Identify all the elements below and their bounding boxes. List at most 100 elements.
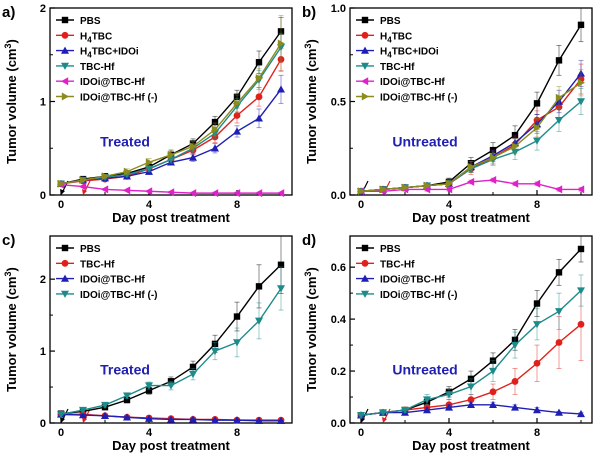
- legend-item: IDOi@TBC-Hf: [356, 274, 445, 286]
- data-point: [145, 382, 153, 390]
- plot-frame: [349, 235, 593, 424]
- data-point: [79, 406, 87, 415]
- data-point: [577, 21, 585, 29]
- legend-marker: [361, 16, 369, 24]
- y-axis-label: Tumor volume (cm3): [303, 39, 319, 164]
- data-point: [189, 415, 197, 423]
- legend-marker: [61, 31, 69, 39]
- legend-label-sub: 4: [387, 51, 392, 60]
- legend-label-main: TBC-Hf: [80, 259, 115, 270]
- panel-a: a) 0 1 2 0 4 8 Day post treatment Tumor volume (…: [2, 3, 293, 225]
- legend-label-main: IDOi@TBC-Hf: [80, 275, 145, 286]
- data-point: [489, 400, 497, 409]
- data-point: [101, 401, 109, 410]
- legend-label-main: TBC-Hf: [80, 62, 115, 73]
- data-point: [489, 367, 497, 376]
- data-point: [189, 370, 197, 379]
- legend-item: IDOi@TBC-Hf: [56, 274, 145, 286]
- legend-item: PBS: [356, 244, 401, 255]
- data-point: [255, 59, 263, 66]
- legend-label-main: H: [80, 47, 87, 58]
- y-tick-label: 1: [40, 97, 46, 109]
- data-point: [145, 414, 153, 422]
- legend-label: IDOi@TBC-Hf (-): [80, 93, 158, 104]
- plot-frame: [49, 235, 293, 424]
- legend-label: PBS: [380, 16, 401, 27]
- legend-marker: [361, 46, 369, 54]
- data-point: [101, 411, 109, 420]
- y-axis-label-close: ): [4, 267, 19, 271]
- data-point: [577, 409, 585, 418]
- data-point: [277, 189, 285, 198]
- legend: PBS TBC-Hf IDOi@TBC-Hf IDOi@TBC-Hf (-): [356, 244, 458, 301]
- legend-label-rest: TBC+IDOi: [392, 47, 439, 58]
- data-point: [401, 183, 409, 192]
- legend-label-sub: 4: [87, 51, 92, 60]
- series-tbc-hf: [357, 287, 585, 419]
- legend-item: IDOi@TBC-Hf (-): [56, 92, 158, 104]
- legend-label-main: IDOi@TBC-Hf: [380, 275, 445, 286]
- legend-item: IDOi@TBC-Hf: [356, 77, 445, 88]
- data-point: [255, 114, 263, 122]
- x-axis-label: Day post treatment: [112, 438, 230, 453]
- data-point: [123, 413, 131, 421]
- legend-label: TBC-Hf: [80, 62, 115, 73]
- data-point: [255, 283, 263, 290]
- y-tick-label: 2: [40, 274, 46, 286]
- legend-marker: [361, 92, 369, 101]
- legend-label-main: IDOi@TBC-Hf (-): [80, 93, 158, 104]
- data-point: [445, 179, 453, 188]
- data-point: [511, 403, 519, 411]
- data-point: [79, 182, 87, 191]
- x-tick-label: 4: [146, 199, 153, 211]
- data-point: [555, 93, 563, 102]
- y-tick-label: 0.6: [331, 262, 346, 274]
- x-tick-label: 4: [446, 199, 453, 211]
- x-tick-label: 4: [146, 427, 153, 439]
- data-point: [423, 181, 431, 190]
- series-idoi-tbc-hf-: [57, 15, 285, 188]
- data-point: [555, 308, 563, 316]
- data-point: [167, 188, 175, 197]
- data-point: [255, 416, 263, 425]
- legend-item: IDOi@TBC-Hf (-): [356, 290, 458, 301]
- legend-marker: [361, 290, 369, 298]
- data-point: [189, 189, 197, 198]
- data-point: [211, 189, 219, 198]
- legend-label: TBC-Hf: [380, 62, 415, 73]
- data-point: [379, 409, 387, 417]
- condition-annotation: Treated: [100, 133, 150, 149]
- data-point: [189, 363, 197, 371]
- x-tick-label: 4: [446, 427, 453, 439]
- panel-d: d) 0.0 0.2 0.4 0.6 0 4 8 Day post treatment Tumor…: [302, 232, 593, 453]
- legend-label: PBS: [380, 244, 401, 255]
- data-point: [555, 269, 563, 276]
- data-point: [145, 165, 153, 173]
- data-point: [445, 391, 453, 399]
- data-point: [533, 359, 541, 367]
- legend-label: PBS: [80, 16, 101, 27]
- legend-label: IDOi@TBC-Hf: [80, 275, 145, 286]
- series-line: [60, 88, 282, 185]
- data-point: [445, 403, 453, 411]
- data-point: [489, 388, 497, 396]
- legend-marker: [61, 290, 69, 298]
- x-tick-label: 8: [534, 427, 540, 439]
- data-point: [533, 100, 541, 107]
- legend-item: TBC-Hf: [356, 259, 415, 270]
- legend-label-main: IDOi@TBC-Hf: [380, 77, 445, 88]
- legend-label-main: H: [380, 47, 387, 58]
- legend-label: TBC-Hf: [80, 259, 115, 270]
- data-point: [577, 78, 585, 87]
- data-point: [123, 396, 131, 404]
- legend-item: H4TBC+IDOi: [56, 46, 139, 60]
- y-tick-label: 0.0: [331, 190, 346, 202]
- condition-annotation: Untreated: [392, 361, 457, 377]
- y-axis-label: Tumor volume (cm3): [303, 267, 319, 392]
- data-point: [401, 406, 409, 415]
- data-point: [167, 150, 175, 159]
- y-tick-label: 0.2: [331, 366, 346, 378]
- legend-marker: [61, 62, 69, 70]
- data-point: [167, 415, 175, 423]
- data-point: [123, 167, 131, 176]
